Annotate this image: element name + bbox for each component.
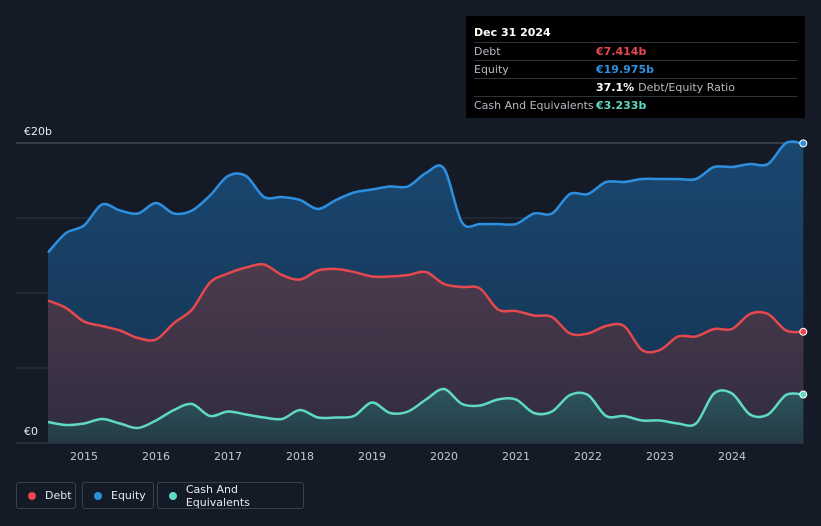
tooltip-value-cash: €3.233b bbox=[596, 99, 647, 112]
series-line-equity bbox=[47, 140, 804, 254]
tooltip-label: Cash And Equivalents bbox=[474, 99, 594, 112]
tooltip-ratio-suffix: Debt/Equity Ratio bbox=[638, 81, 735, 94]
tooltip-row-ratio: 37.1% Debt/Equity Ratio bbox=[474, 78, 797, 96]
endpoint-markers bbox=[799, 139, 808, 399]
y-tick-label-bottom: €0 bbox=[24, 425, 38, 438]
tooltip-row-debt: Debt €7.414b bbox=[474, 42, 797, 60]
endpoint-marker-cash-and-equivalents bbox=[799, 390, 808, 399]
legend-dot-icon bbox=[94, 491, 102, 500]
y-tick-label-top: €20b bbox=[24, 125, 52, 138]
legend-label: Debt bbox=[45, 489, 72, 502]
legend-dot-icon bbox=[28, 491, 36, 500]
legend-label: Cash And Equivalents bbox=[185, 482, 250, 509]
series-area-debt bbox=[48, 264, 804, 443]
x-tick-label: 2019 bbox=[358, 450, 386, 463]
x-tick-label: 2015 bbox=[70, 450, 98, 463]
x-tick-label: 2023 bbox=[646, 450, 674, 463]
x-tick-label: 2024 bbox=[718, 450, 746, 463]
x-tick-label: 2018 bbox=[286, 450, 314, 463]
x-tick-label: 2022 bbox=[574, 450, 602, 463]
legend-dot-icon bbox=[169, 491, 177, 500]
x-tick-label: 2020 bbox=[430, 450, 458, 463]
legend-item-cash[interactable]: Cash And Equivalents bbox=[157, 482, 304, 509]
tooltip-label: Equity bbox=[474, 63, 509, 76]
tooltip-value-equity: €19.975b bbox=[596, 63, 654, 76]
tooltip-row-cash: Cash And Equivalents €3.233b bbox=[474, 96, 797, 114]
endpoint-marker-debt bbox=[799, 327, 808, 336]
tooltip-label bbox=[474, 79, 596, 96]
tooltip-value-debt: €7.414b bbox=[596, 45, 647, 58]
tooltip-row-equity: Equity €19.975b bbox=[474, 60, 797, 78]
series-area-cash-and-equivalents bbox=[48, 388, 804, 443]
tooltip-date: Dec 31 2024 bbox=[474, 26, 551, 39]
legend-label: Equity bbox=[111, 489, 146, 502]
series-line-cash-and-equivalents bbox=[47, 387, 804, 430]
series-layer bbox=[47, 140, 804, 443]
endpoint-marker-equity bbox=[799, 139, 808, 148]
x-tick-label: 2016 bbox=[142, 450, 170, 463]
x-tick-label: 2021 bbox=[502, 450, 530, 463]
series-line-debt bbox=[47, 262, 804, 354]
x-tick-label: 2017 bbox=[214, 450, 242, 463]
tooltip-value-ratio: 37.1% bbox=[596, 81, 635, 94]
tooltip-label: Debt bbox=[474, 45, 501, 58]
data-tooltip: Dec 31 2024 Debt €7.414b Equity €19.975b… bbox=[466, 16, 805, 118]
legend-item-equity[interactable]: Equity bbox=[82, 482, 154, 509]
legend-item-debt[interactable]: Debt bbox=[16, 482, 76, 509]
